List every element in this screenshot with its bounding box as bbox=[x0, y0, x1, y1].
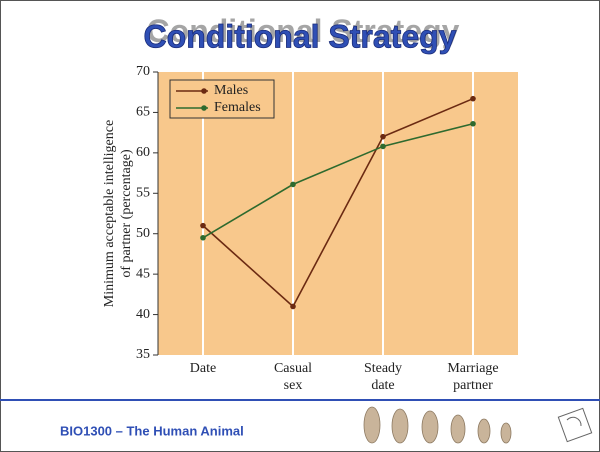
evolution-icons bbox=[363, 406, 512, 444]
y-tick-label: 50 bbox=[136, 226, 150, 241]
footer-text: BIO1300 – The Human Animal bbox=[60, 423, 244, 438]
x-tick-label: Steady date bbox=[364, 361, 402, 393]
x-tick-label: Marriage partner bbox=[447, 361, 498, 393]
data-point bbox=[290, 181, 296, 188]
legend-box bbox=[169, 79, 275, 119]
chart-title: Conditional Strategy bbox=[144, 18, 457, 54]
plot-background bbox=[158, 72, 518, 355]
title-shadow: Conditional Strategy bbox=[147, 13, 460, 49]
legend-label: Males bbox=[214, 83, 248, 98]
x-tick-label: Casual sex bbox=[274, 361, 312, 393]
data-point bbox=[200, 234, 206, 241]
legend-label: Females bbox=[214, 100, 261, 115]
plot: 35 40 45 50 55 60 65 70 Date Casual sex Steady date M… bbox=[102, 64, 518, 393]
y-tick-label: 55 bbox=[136, 186, 150, 201]
data-point bbox=[380, 143, 386, 150]
data-point bbox=[380, 133, 386, 140]
y-tick-label: 60 bbox=[136, 145, 150, 160]
y-axis-label-line: Minimum acceptable intelligence bbox=[102, 120, 117, 307]
y-tick-label: 45 bbox=[136, 266, 150, 281]
y-tick-label: 35 bbox=[136, 347, 150, 362]
series-line bbox=[202, 122, 474, 239]
data-point bbox=[200, 222, 206, 229]
y-axis-label: Minimum acceptable intelligence of partne… bbox=[102, 120, 134, 307]
data-point bbox=[470, 95, 476, 102]
legend-marker bbox=[201, 105, 207, 111]
y-tick-label: 65 bbox=[136, 105, 150, 120]
data-point bbox=[470, 120, 476, 127]
y-axis-label-line: of partner (percentage) bbox=[119, 149, 134, 278]
y-tick-label: 40 bbox=[136, 307, 150, 322]
series-line bbox=[202, 97, 474, 308]
x-tick-label: Date bbox=[190, 361, 216, 376]
corner-icon bbox=[557, 407, 593, 443]
y-tick-label: 70 bbox=[136, 64, 150, 79]
data-point bbox=[290, 303, 296, 310]
legend-marker bbox=[201, 88, 207, 94]
